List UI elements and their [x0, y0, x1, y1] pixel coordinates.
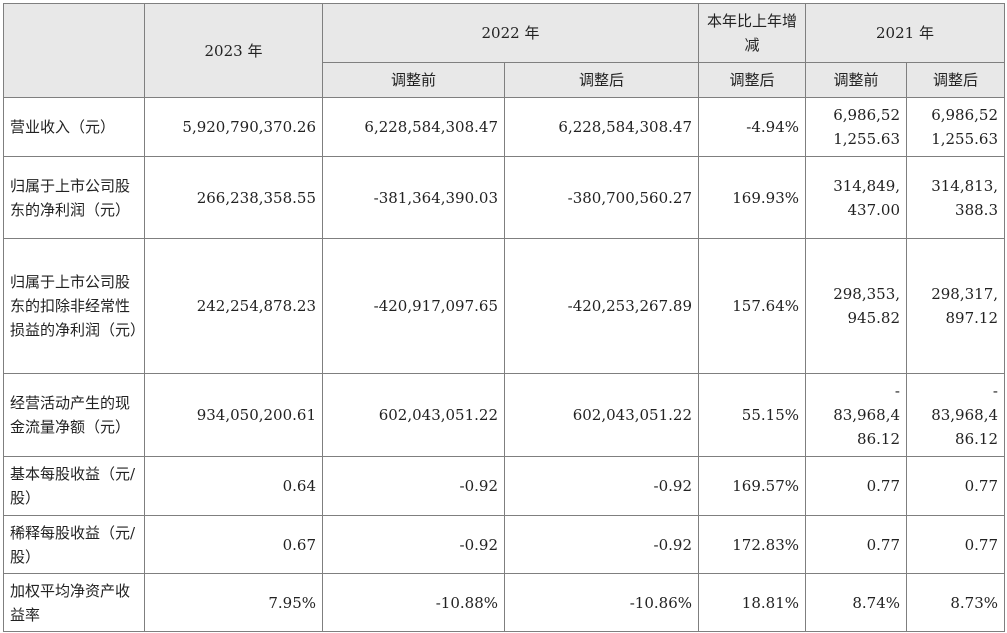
value-2023: 242,254,878.23 [144, 238, 323, 374]
value-2021-after: 298,317, 897.12 [906, 238, 1005, 374]
value-change: 157.64% [698, 238, 806, 374]
value-2022-before: -420,917,097.65 [322, 238, 505, 374]
value-2021-before: 8.74% [805, 573, 907, 632]
value-2021-after: 8.73% [906, 573, 1005, 632]
header-2022: 2022 年 [322, 3, 699, 63]
value-change: 169.93% [698, 156, 806, 239]
header-2022-after: 调整后 [504, 62, 699, 98]
row-label: 营业收入（元） [3, 97, 145, 157]
value-2023: 934,050,200.61 [144, 373, 323, 457]
header-row-2: 调整前 调整后 调整后 调整前 调整后 [4, 62, 1005, 98]
value-2023: 7.95% [144, 573, 323, 632]
header-row-1: 2023 年 2022 年 本年比上年增减 2021 年 [3, 3, 1005, 98]
value-change: -4.94% [698, 97, 806, 157]
value-2022-after: -0.92 [504, 456, 699, 516]
value-2023: 0.67 [144, 515, 323, 574]
value-change: 172.83% [698, 515, 806, 574]
value-2023: 266,238,358.55 [144, 156, 323, 239]
value-2022-after: -10.86% [504, 573, 699, 632]
value-2023: 5,920,790,370.26 [144, 97, 323, 157]
header-2021-before: 调整前 [805, 62, 907, 98]
value-2021-before: 0.77 [805, 515, 907, 574]
value-2021-after: 6,986,52 1,255.63 [906, 97, 1005, 157]
financial-table: 2023 年 2022 年 本年比上年增减 2021 年 调整前 调整后 调整后… [3, 3, 1005, 632]
value-2021-before: 298,353, 945.82 [805, 238, 907, 374]
value-2021-after: 0.77 [906, 515, 1005, 574]
value-change: 169.57% [698, 456, 806, 516]
value-2022-after: -0.92 [504, 515, 699, 574]
value-2022-after: -380,700,560.27 [504, 156, 699, 239]
header-2022-before: 调整前 [322, 62, 505, 98]
value-2022-before: -0.92 [322, 515, 505, 574]
value-2021-after: - 83,968,4 86.12 [906, 373, 1005, 457]
row-label: 归属于上市公司股东的净利润（元） [3, 156, 145, 239]
value-change: 55.15% [698, 373, 806, 457]
header-2021: 2021 年 [805, 3, 1005, 63]
table-row: 归属于上市公司股东的净利润（元） 266,238,358.55 -381,364… [3, 156, 1005, 239]
table-row: 基本每股收益（元/股） 0.64 -0.92 -0.92 169.57% 0.7… [3, 456, 1005, 516]
header-change-after: 调整后 [698, 62, 806, 98]
value-2022-after: -420,253,267.89 [504, 238, 699, 374]
value-2022-before: -381,364,390.03 [322, 156, 505, 239]
row-label: 经营活动产生的现金流量净额（元） [3, 373, 145, 457]
table-row: 经营活动产生的现金流量净额（元） 934,050,200.61 602,043,… [3, 373, 1005, 457]
value-2021-before: 6,986,52 1,255.63 [805, 97, 907, 157]
table-row: 加权平均净资产收益率 7.95% -10.88% -10.86% 18.81% … [3, 573, 1005, 632]
value-change: 18.81% [698, 573, 806, 632]
value-2022-before: 602,043,051.22 [322, 373, 505, 457]
header-2021-after: 调整后 [906, 62, 1005, 98]
header-blank-cell [3, 3, 145, 98]
value-2022-after: 6,228,584,308.47 [504, 97, 699, 157]
value-2021-after: 314,813, 388.3 [906, 156, 1005, 239]
value-2022-after: 602,043,051.22 [504, 373, 699, 457]
row-label: 基本每股收益（元/股） [3, 456, 145, 516]
header-change: 本年比上年增减 [698, 3, 806, 63]
value-2021-before: 314,849, 437.00 [805, 156, 907, 239]
row-label: 加权平均净资产收益率 [3, 573, 145, 632]
row-label: 归属于上市公司股东的扣除非经常性损益的净利润（元） [3, 238, 145, 374]
header-2023: 2023 年 [144, 3, 323, 98]
table-row: 稀释每股收益（元/股） 0.67 -0.92 -0.92 172.83% 0.7… [3, 515, 1005, 574]
value-2022-before: -10.88% [322, 573, 505, 632]
value-2021-after: 0.77 [906, 456, 1005, 516]
row-label: 稀释每股收益（元/股） [3, 515, 145, 574]
table-row: 归属于上市公司股东的扣除非经常性损益的净利润（元） 242,254,878.23… [3, 238, 1005, 374]
value-2021-before: 0.77 [805, 456, 907, 516]
value-2021-before: - 83,968,4 86.12 [805, 373, 907, 457]
value-2022-before: 6,228,584,308.47 [322, 97, 505, 157]
value-2022-before: -0.92 [322, 456, 505, 516]
table-row: 营业收入（元） 5,920,790,370.26 6,228,584,308.4… [3, 97, 1005, 157]
value-2023: 0.64 [144, 456, 323, 516]
